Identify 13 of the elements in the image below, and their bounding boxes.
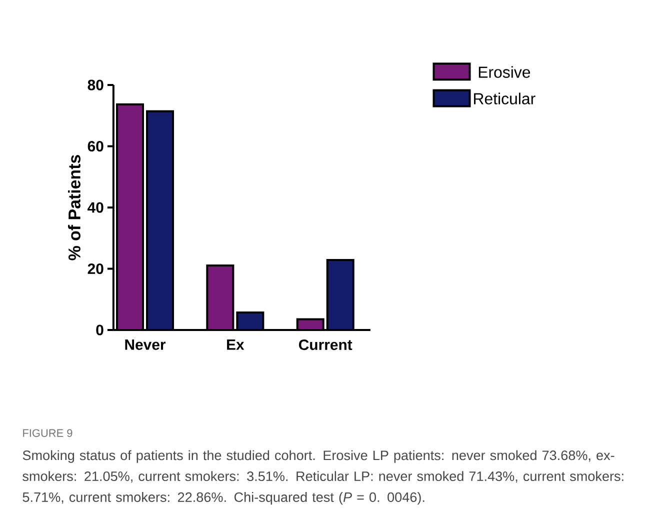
y-tick-label: 20 — [88, 263, 104, 274]
y-tick-label: 60 — [88, 140, 104, 152]
legend-label: Erosive — [478, 66, 530, 78]
y-tick-label: 80 — [88, 80, 104, 90]
text: Smoking status of patients in the studied cohort. Erosive LP patients: never smoked 73.68%, ex-smokers: 21.05%, current smokers: 3.51%. Reticular LP: never smoked 71.43%, current smokers: 5.71%, current smokers: 22.86%. Chi-squared test (P = 0. 0046). — [22, 450, 624, 505]
y-axis-title: % of Patients — [68, 155, 80, 260]
x-tick-label: Ex — [227, 340, 244, 350]
x-tick-label: Current — [298, 340, 352, 350]
y-tick-label: 40 — [88, 202, 104, 213]
caption: FIGURE 9 — [23, 429, 72, 437]
y-tick-label: 0 — [96, 324, 104, 336]
legend-label: Reticular — [474, 92, 536, 104]
x-tick-label: Never — [125, 340, 166, 350]
